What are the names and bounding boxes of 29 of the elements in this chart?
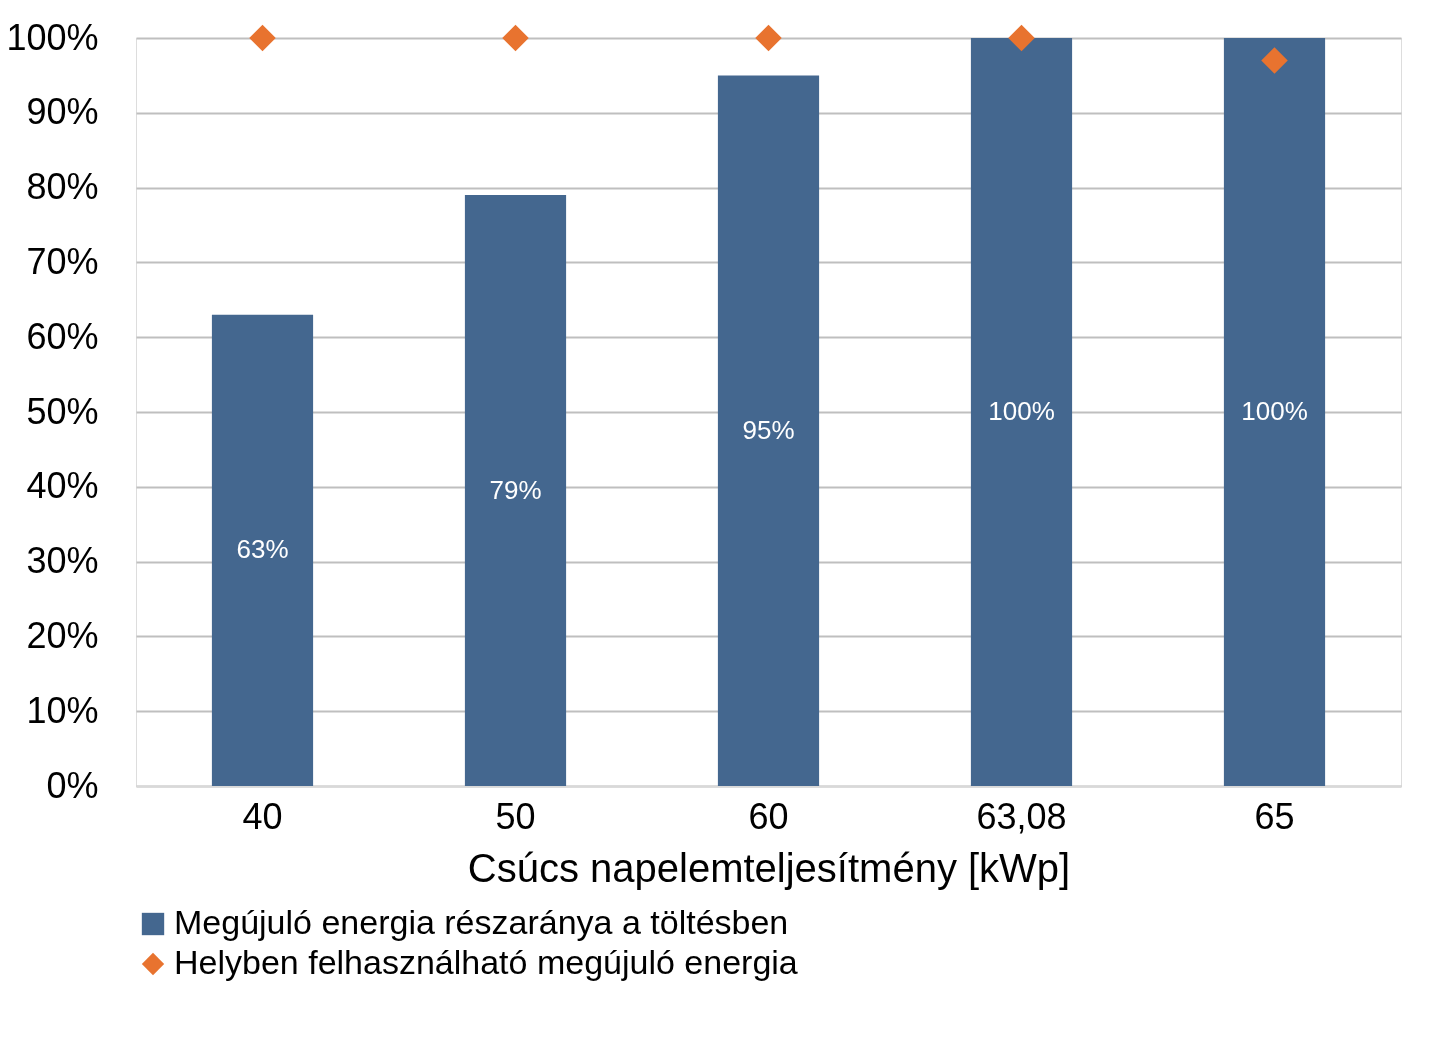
x-tick-label: 50 [495,795,536,837]
bar [1223,38,1326,786]
y-tick-label: 20% [26,614,99,656]
y-tick-label: 90% [26,91,99,133]
bar [464,195,567,786]
data-label: 95% [742,414,795,445]
data-label: 79% [489,474,542,505]
y-tick-label: 80% [26,166,99,208]
y-tick-label: 100% [6,16,99,58]
bar [717,75,820,786]
y-tick-label: 70% [26,240,99,282]
y-tick-label: 40% [26,465,99,507]
y-tick-label: 60% [26,315,99,357]
bar [211,314,314,786]
x-tick-label: 60 [748,795,789,837]
y-tick-label: 10% [26,689,99,731]
legend-label: Helyben felhasználható megújuló energia [174,943,798,981]
data-label: 100% [988,396,1055,426]
y-tick-label: 50% [26,390,99,432]
data-label: 100% [1241,396,1308,426]
y-tick-label: 30% [26,540,99,582]
bar [970,38,1073,786]
legend-label: Megújuló energia részaránya a töltésben [174,903,789,941]
x-axis-title: Csúcs napelemteljesítmény [kWp] [467,845,1071,890]
data-label: 63% [236,534,289,565]
x-tick-label: 40 [242,795,283,837]
x-tick-label: 63,08 [976,795,1067,837]
y-tick-label: 0% [46,764,99,806]
x-tick-label: 65 [1254,795,1295,837]
